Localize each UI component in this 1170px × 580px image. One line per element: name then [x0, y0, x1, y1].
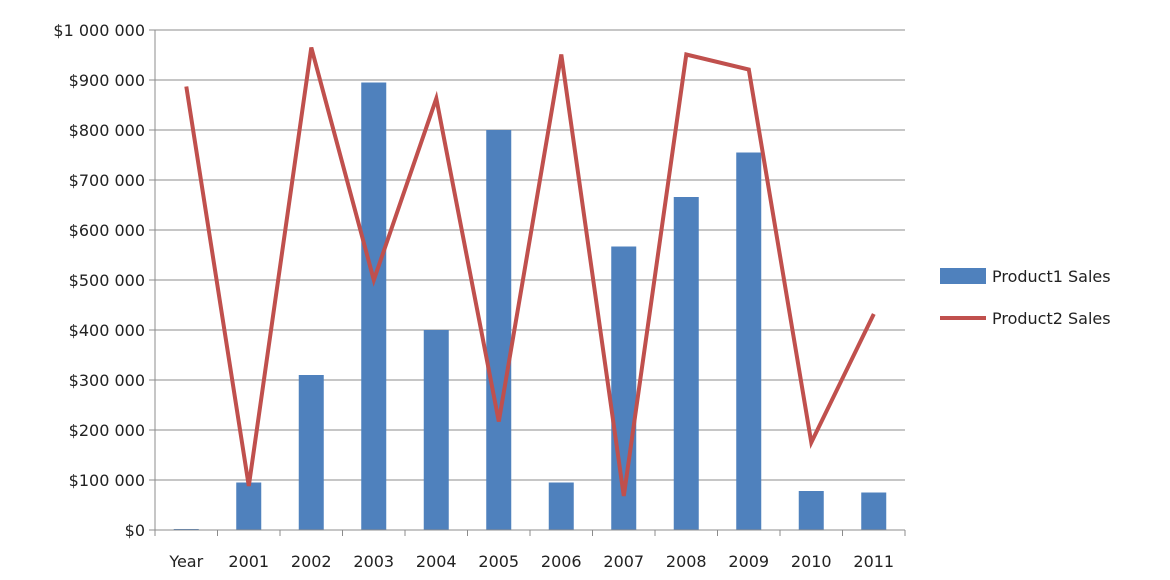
y-tick-label: $600 000 [69, 221, 145, 240]
x-tick-label: 2004 [416, 552, 457, 571]
y-tick-label: $1 000 000 [53, 21, 145, 40]
y-tick-label: $0 [125, 521, 145, 540]
line-series-product2 [184, 46, 876, 497]
y-tick-label: $300 000 [69, 371, 145, 390]
y-tick-label: $500 000 [69, 271, 145, 290]
x-tick-label: 2003 [353, 552, 394, 571]
x-tick-label: 2006 [541, 552, 582, 571]
y-tick-label: $900 000 [69, 71, 145, 90]
bar-2009 [736, 152, 762, 530]
legend-swatch-product1 [940, 268, 986, 284]
y-tick-label: $400 000 [69, 321, 145, 340]
x-tick-label: 2011 [853, 552, 894, 571]
y-tick-label: $100 000 [69, 471, 145, 490]
x-tick-label: 2010 [791, 552, 832, 571]
y-tick-label: $200 000 [69, 421, 145, 440]
legend-label-product2: Product2 Sales [992, 309, 1111, 328]
bar-2010 [798, 491, 824, 530]
bar-2003 [361, 82, 387, 530]
bar-2004 [423, 330, 449, 530]
y-tick-label: $700 000 [69, 171, 145, 190]
bar-Year [173, 528, 199, 530]
bar-2001 [236, 482, 262, 530]
x-tick-label: 2007 [603, 552, 644, 571]
bar-2008 [673, 197, 699, 530]
x-axis-ticks: Year 2001 2002 2003 2004 2005 2006 2007 2008 2009… [154, 529, 906, 571]
x-tick-label: 2001 [228, 552, 269, 571]
line-product2 [184, 46, 876, 497]
x-tick-label: 2005 [478, 552, 519, 571]
gridlines [149, 29, 905, 531]
bar-2006 [548, 482, 574, 530]
x-tick-label: Year [168, 552, 203, 571]
y-axis-ticks: $0 $100 000 $200 000 $300 000 $400 000 $500 0… [53, 21, 145, 540]
y-tick-label: $800 000 [69, 121, 145, 140]
bar-2011 [861, 492, 887, 530]
x-tick-label: 2002 [291, 552, 332, 571]
x-tick-label: 2008 [666, 552, 707, 571]
bar-series-product1 [173, 82, 887, 530]
bar-2005 [486, 130, 512, 530]
legend-label-product1: Product1 Sales [992, 267, 1111, 286]
x-tick-label: 2009 [728, 552, 769, 571]
legend: Product1 Sales Product2 Sales [940, 267, 1111, 328]
bar-2002 [298, 375, 324, 530]
